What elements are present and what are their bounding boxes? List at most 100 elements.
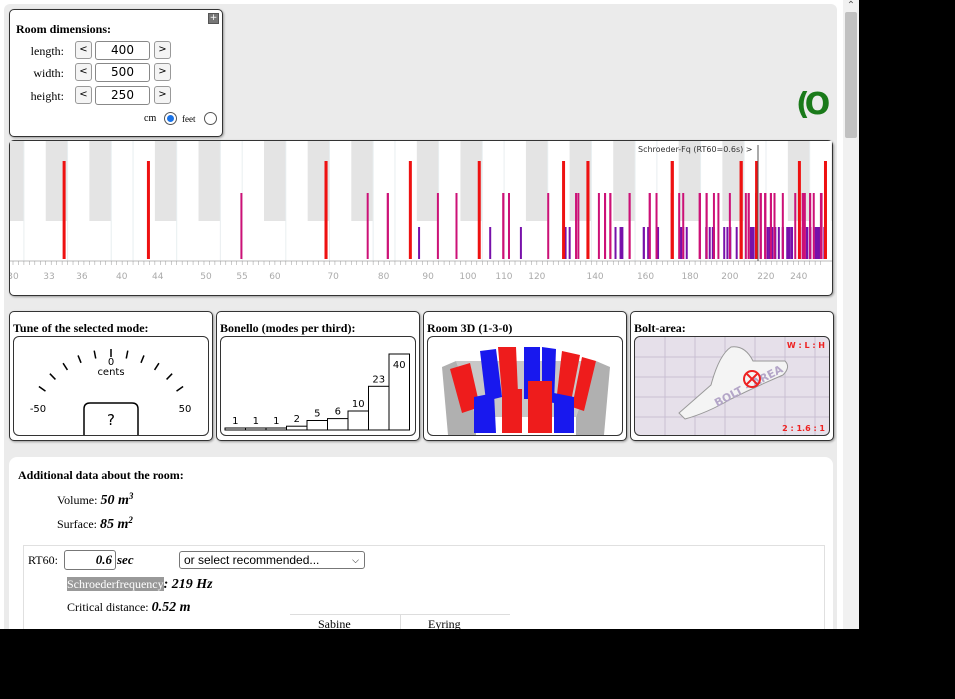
- mode-bar[interactable]: [477, 161, 481, 259]
- width-decrease-button[interactable]: <: [75, 63, 92, 81]
- mode-bar[interactable]: [771, 227, 774, 259]
- mode-bar[interactable]: [773, 193, 776, 259]
- room-modes-spectrum[interactable]: 30 33 36 40 44 50 55 60 70 80 90 100 110 120 140 160 180…: [9, 140, 833, 296]
- mode-bar[interactable]: [818, 227, 821, 259]
- width-input[interactable]: 500: [95, 63, 150, 82]
- mode-bar[interactable]: [670, 161, 674, 259]
- mode-bar[interactable]: [819, 193, 822, 259]
- mode-bar[interactable]: [769, 193, 772, 259]
- unit-feet-radio[interactable]: [204, 112, 217, 125]
- mode-bar[interactable]: [386, 193, 389, 259]
- mode-bar[interactable]: [768, 227, 771, 259]
- mode-bar[interactable]: [705, 193, 708, 259]
- mode-bar[interactable]: [723, 227, 726, 259]
- mode-bar[interactable]: [764, 193, 767, 259]
- mode-bar[interactable]: [418, 227, 421, 259]
- mode-bar[interactable]: [455, 193, 458, 259]
- mode-bar[interactable]: [781, 193, 784, 259]
- mode-bar[interactable]: [766, 227, 769, 259]
- mode-bar[interactable]: [562, 161, 566, 259]
- mode-bar[interactable]: [614, 227, 617, 259]
- rt60-recommended-select[interactable]: or select recommended... ⌵: [179, 551, 365, 569]
- mode-bar[interactable]: [682, 193, 685, 259]
- mode-bar[interactable]: [575, 193, 578, 259]
- mode-bar[interactable]: [502, 193, 505, 259]
- mode-bar[interactable]: [712, 193, 715, 259]
- mode-bar[interactable]: [586, 161, 590, 259]
- mode-bar[interactable]: [711, 227, 714, 259]
- mode-bar[interactable]: [752, 227, 755, 259]
- mode-bar[interactable]: [678, 193, 681, 259]
- mode-bar[interactable]: [747, 193, 750, 259]
- mode-bar[interactable]: [805, 227, 808, 259]
- mode-bar[interactable]: [735, 227, 738, 259]
- mode-bar[interactable]: [797, 161, 801, 259]
- mode-bar[interactable]: [751, 227, 754, 259]
- mode-bar[interactable]: [507, 193, 510, 259]
- mode-bar[interactable]: [812, 193, 815, 259]
- length-input[interactable]: 400: [95, 41, 150, 60]
- spectrum-chart[interactable]: 30 33 36 40 44 50 55 60 70 80 90 100 110 120 140 160 180…: [10, 141, 832, 295]
- room3d-view[interactable]: [427, 336, 623, 436]
- mode-bar[interactable]: [489, 227, 492, 259]
- mode-bar[interactable]: [547, 193, 550, 259]
- bolt-area-chart[interactable]: BOLT - AREA W : L : H 2 : 1.6 : 1: [634, 336, 830, 436]
- mode-bar[interactable]: [717, 193, 720, 259]
- mode-bar[interactable]: [642, 227, 645, 259]
- mode-bar[interactable]: [619, 227, 622, 259]
- mode-bar[interactable]: [755, 161, 759, 259]
- mode-bar[interactable]: [801, 193, 804, 259]
- rt60-input[interactable]: 0.6: [64, 550, 116, 570]
- mode-bar[interactable]: [816, 227, 819, 259]
- mode-bar[interactable]: [744, 193, 747, 259]
- length-decrease-button[interactable]: <: [75, 41, 92, 59]
- mode-bar[interactable]: [657, 227, 660, 259]
- mode-bar[interactable]: [366, 193, 369, 259]
- mode-bar[interactable]: [146, 161, 150, 259]
- mode-bar[interactable]: [809, 193, 812, 259]
- vertical-scrollbar[interactable]: ⌃: [843, 0, 859, 629]
- mode-bar[interactable]: [708, 227, 711, 259]
- mode-bar[interactable]: [749, 227, 752, 259]
- mode-bar[interactable]: [726, 227, 729, 259]
- mode-bar[interactable]: [679, 227, 682, 259]
- mode-bar[interactable]: [698, 193, 701, 259]
- height-decrease-button[interactable]: <: [75, 86, 92, 104]
- height-increase-button[interactable]: >: [154, 86, 171, 104]
- mode-bar[interactable]: [564, 227, 567, 259]
- unit-cm-radio[interactable]: [164, 112, 177, 125]
- mode-bar[interactable]: [759, 193, 762, 259]
- scrollbar-thumb[interactable]: [845, 12, 857, 138]
- mode-bar[interactable]: [685, 227, 688, 259]
- schroeder-frequency-link[interactable]: Schroederfrequency: [67, 577, 164, 591]
- mode-bar[interactable]: [240, 193, 243, 259]
- mode-bar[interactable]: [823, 161, 827, 259]
- mode-bar[interactable]: [408, 161, 412, 259]
- mode-bar[interactable]: [604, 193, 607, 259]
- mode-bar[interactable]: [597, 193, 600, 259]
- mode-bar[interactable]: [568, 227, 571, 259]
- plus-square-icon[interactable]: +: [208, 13, 219, 24]
- mode-bar[interactable]: [648, 193, 651, 259]
- mode-bar[interactable]: [436, 193, 439, 259]
- mode-bar[interactable]: [621, 227, 624, 259]
- mode-bar[interactable]: [814, 227, 817, 259]
- mode-bar[interactable]: [519, 227, 522, 259]
- mode-bar[interactable]: [728, 193, 731, 259]
- mode-bar[interactable]: [577, 193, 580, 259]
- mode-bar[interactable]: [794, 193, 797, 259]
- mode-bar[interactable]: [777, 227, 780, 259]
- height-input[interactable]: 250: [95, 86, 150, 105]
- mode-bar[interactable]: [324, 161, 328, 259]
- mode-bar[interactable]: [786, 227, 789, 259]
- mode-bar[interactable]: [803, 193, 806, 259]
- width-increase-button[interactable]: >: [154, 63, 171, 81]
- length-increase-button[interactable]: >: [154, 41, 171, 59]
- mode-bar[interactable]: [647, 227, 650, 259]
- mode-bar[interactable]: [790, 227, 793, 259]
- mode-bar[interactable]: [788, 227, 791, 259]
- mode-bar[interactable]: [739, 161, 743, 259]
- mode-bar[interactable]: [609, 193, 612, 259]
- mode-bar[interactable]: [655, 193, 658, 259]
- mode-bar[interactable]: [62, 161, 66, 259]
